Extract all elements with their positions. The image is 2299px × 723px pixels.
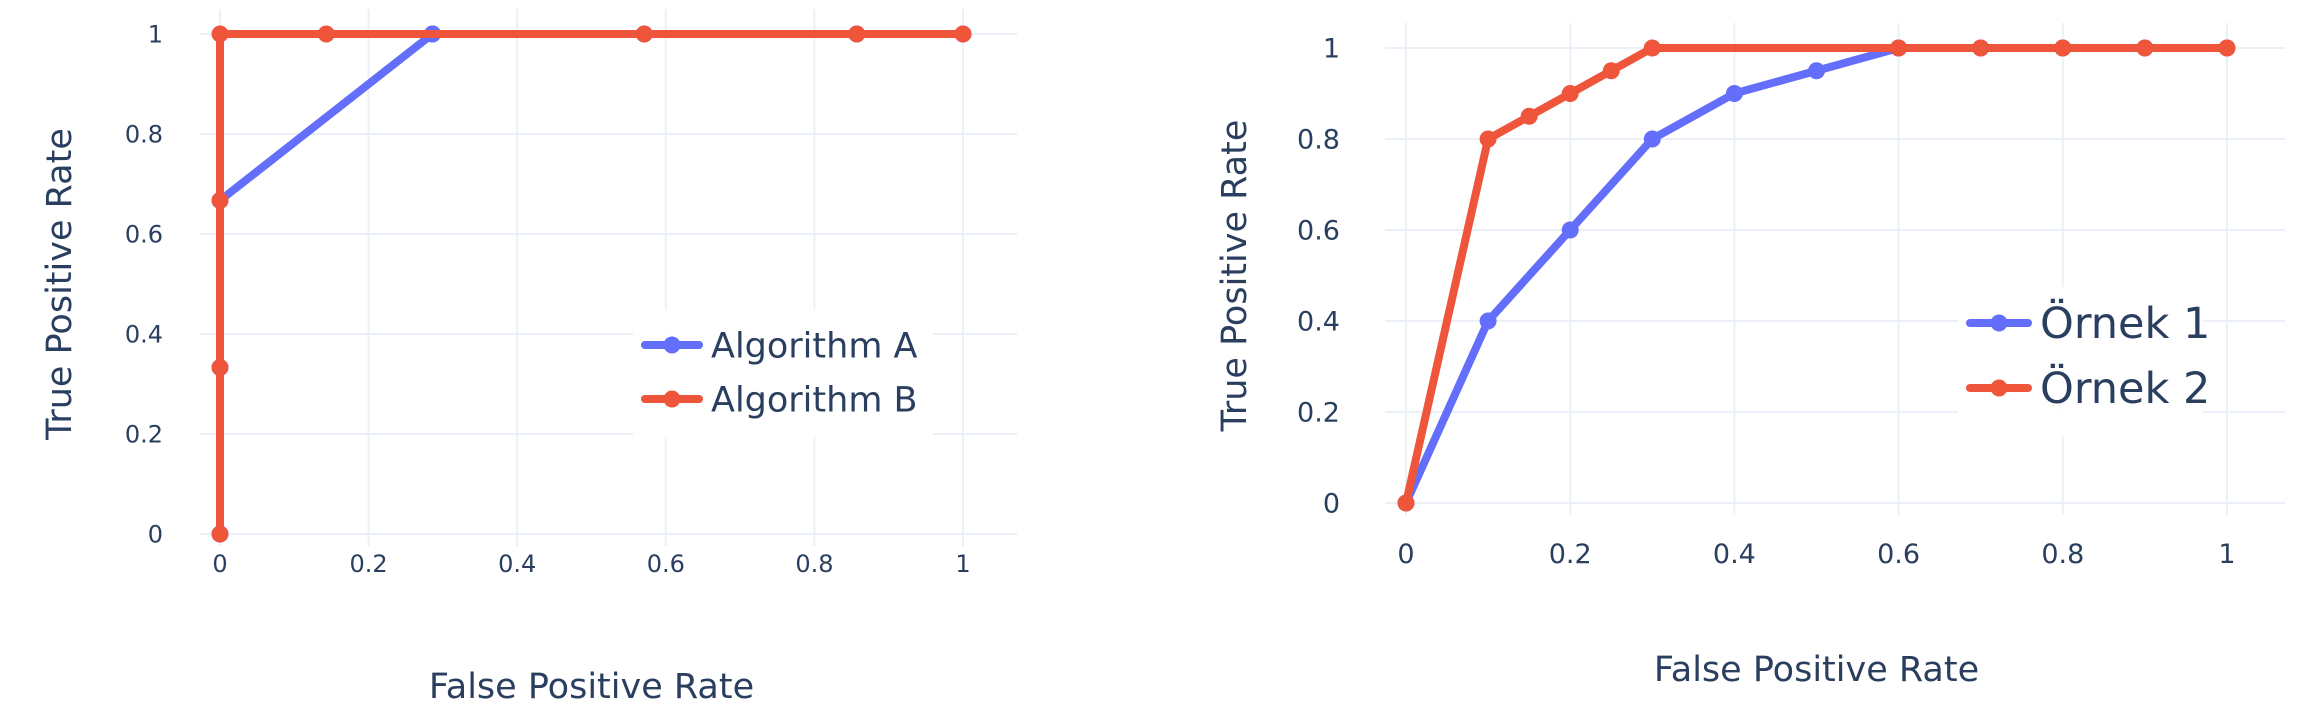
- legend-label: Algorithm A: [711, 326, 918, 366]
- data-point-series-2: [1479, 130, 1497, 148]
- y-axis-title: True Positive Rate: [1215, 120, 1255, 433]
- data-point-series-2: [1561, 85, 1579, 102]
- legend-label: Algorithm B: [711, 380, 918, 420]
- y-tick-label: 0: [1323, 489, 1340, 520]
- data-point-series-2: [1890, 39, 1908, 57]
- data-point-series-2: [1602, 62, 1620, 80]
- y-tick-label: 0: [148, 521, 163, 549]
- data-point-series-2: [2136, 39, 2154, 57]
- legend-label: Örnek 1: [2040, 298, 2210, 349]
- data-point-series-1: [1725, 85, 1743, 102]
- data-point-series-2: [2054, 39, 2072, 57]
- y-tick-label: 0.6: [125, 221, 163, 249]
- y-tick-label: 1: [1323, 34, 1340, 65]
- x-tick-label: 1: [2218, 539, 2235, 570]
- series-line-1: [216, 30, 967, 538]
- x-tick-label: 1: [955, 550, 970, 578]
- x-tick-label: 0: [212, 550, 227, 578]
- data-point-series-1: [1479, 312, 1497, 330]
- x-tick-label: 0.8: [795, 550, 833, 578]
- data-point-series-2: [211, 359, 229, 376]
- legend-swatch-marker: [663, 390, 681, 408]
- x-tick-label: 0.6: [647, 550, 685, 578]
- x-axis-title: False Positive Rate: [429, 667, 754, 707]
- legend-swatch-marker: [1990, 314, 2008, 332]
- y-tick-label: 0.2: [1297, 398, 1340, 429]
- data-point-series-2: [2218, 39, 2236, 57]
- legend-background: [633, 309, 933, 437]
- data-point-series-2: [1643, 39, 1661, 57]
- x-tick-label: 0.2: [1549, 539, 1592, 570]
- data-point-series-2: [211, 192, 229, 209]
- legend-swatch-marker: [1990, 379, 2008, 397]
- data-point-series-2: [317, 25, 335, 43]
- legend-swatch-marker: [663, 336, 681, 354]
- x-axis-title: False Positive Rate: [1654, 650, 1979, 690]
- data-point-series-2: [635, 25, 653, 43]
- x-tick-label: 0.8: [2041, 539, 2084, 570]
- series-line-2: [216, 30, 967, 538]
- x-tick-label: 0: [1397, 539, 1414, 570]
- x-tick-label: 0.4: [1713, 539, 1756, 570]
- data-point-series-2: [1972, 39, 1990, 57]
- x-tick-label: 0.6: [1877, 539, 1920, 570]
- y-tick-label: 0.4: [125, 321, 163, 349]
- y-tick-label: 1: [148, 21, 163, 49]
- data-point-series-2: [848, 25, 866, 43]
- y-tick-label: 0.8: [1297, 125, 1340, 156]
- y-axis-title: True Positive Rate: [40, 128, 80, 441]
- data-point-series-1: [1643, 130, 1661, 148]
- y-tick-label: 0.6: [1297, 216, 1340, 247]
- roc-chart-right: 0 0.2 0.4 0.6 0.8 1 0 0.2 0.4 0.6 0.8 1 False Positi…: [1215, 23, 2285, 690]
- y-tick-label: 0.8: [125, 121, 163, 149]
- data-point-series-2: [954, 25, 972, 43]
- data-point-series-2: [211, 25, 229, 43]
- x-tick-label: 0.4: [498, 550, 536, 578]
- roc-chart-left: 0 0.2 0.4 0.6 0.8 1 0 0.2 0.4 0.6 0.8 1 False Positi…: [40, 9, 1017, 707]
- legend-label: Örnek 2: [2040, 363, 2210, 414]
- data-point-series-2: [1520, 107, 1538, 125]
- y-tick-label: 0.2: [125, 421, 163, 449]
- y-tick-label: 0.4: [1297, 307, 1340, 338]
- legend: Algorithm A Algorithm B: [633, 309, 933, 437]
- data-point-series-2: [1397, 494, 1415, 512]
- data-point-series-1: [1808, 62, 1825, 80]
- legend: Örnek 1 Örnek 2: [1958, 287, 2210, 437]
- legend-background: [1958, 287, 2203, 437]
- data-point-series-2: [211, 525, 229, 543]
- data-point-series-1: [1561, 221, 1579, 239]
- x-tick-label: 0.2: [350, 550, 388, 578]
